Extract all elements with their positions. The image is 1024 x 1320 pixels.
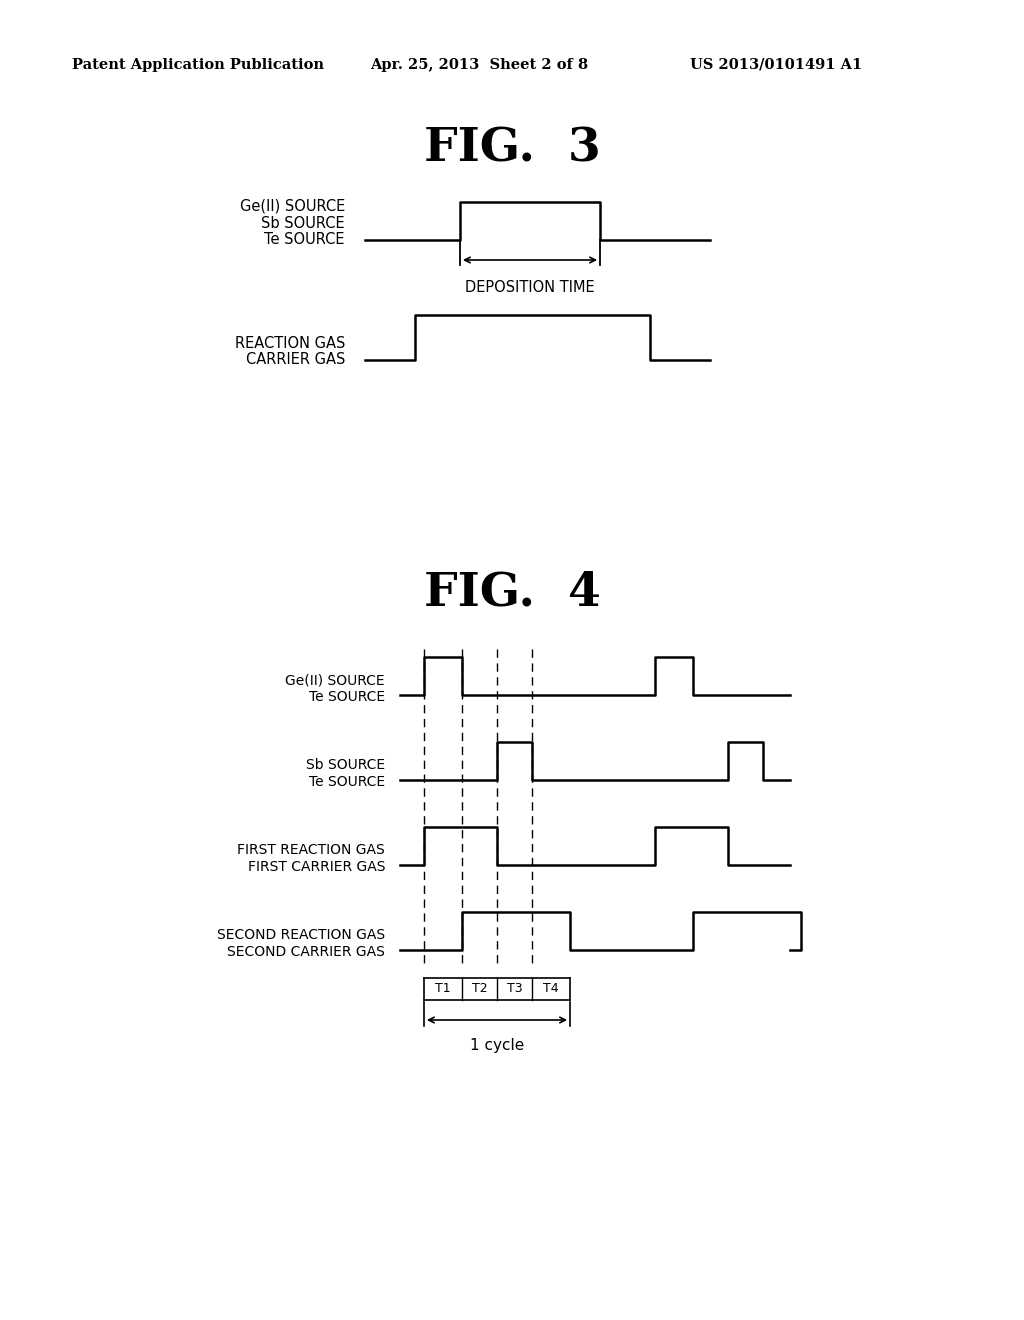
Text: Te SOURCE: Te SOURCE (309, 690, 385, 704)
Text: Patent Application Publication: Patent Application Publication (72, 58, 324, 73)
Text: Te SOURCE: Te SOURCE (264, 232, 345, 248)
Text: Sb SOURCE: Sb SOURCE (306, 758, 385, 772)
Text: Ge(II) SOURCE: Ge(II) SOURCE (240, 198, 345, 214)
Text: 1 cycle: 1 cycle (470, 1038, 524, 1053)
Text: FIRST CARRIER GAS: FIRST CARRIER GAS (248, 861, 385, 874)
Text: CARRIER GAS: CARRIER GAS (246, 352, 345, 367)
Text: Te SOURCE: Te SOURCE (309, 775, 385, 789)
Text: US 2013/0101491 A1: US 2013/0101491 A1 (690, 58, 862, 73)
Text: Ge(II) SOURCE: Ge(II) SOURCE (286, 673, 385, 686)
Text: SECOND REACTION GAS: SECOND REACTION GAS (217, 928, 385, 942)
Text: T2: T2 (472, 982, 487, 995)
Text: REACTION GAS: REACTION GAS (234, 335, 345, 351)
Text: T4: T4 (543, 982, 559, 995)
Text: SECOND CARRIER GAS: SECOND CARRIER GAS (227, 945, 385, 960)
Text: T3: T3 (507, 982, 522, 995)
Text: FIG.  4: FIG. 4 (424, 570, 600, 616)
Text: FIG.  3: FIG. 3 (424, 125, 600, 172)
Text: T1: T1 (435, 982, 451, 995)
Text: Sb SOURCE: Sb SOURCE (261, 215, 345, 231)
Text: DEPOSITION TIME: DEPOSITION TIME (465, 280, 595, 294)
Text: Apr. 25, 2013  Sheet 2 of 8: Apr. 25, 2013 Sheet 2 of 8 (370, 58, 588, 73)
Text: FIRST REACTION GAS: FIRST REACTION GAS (238, 843, 385, 857)
